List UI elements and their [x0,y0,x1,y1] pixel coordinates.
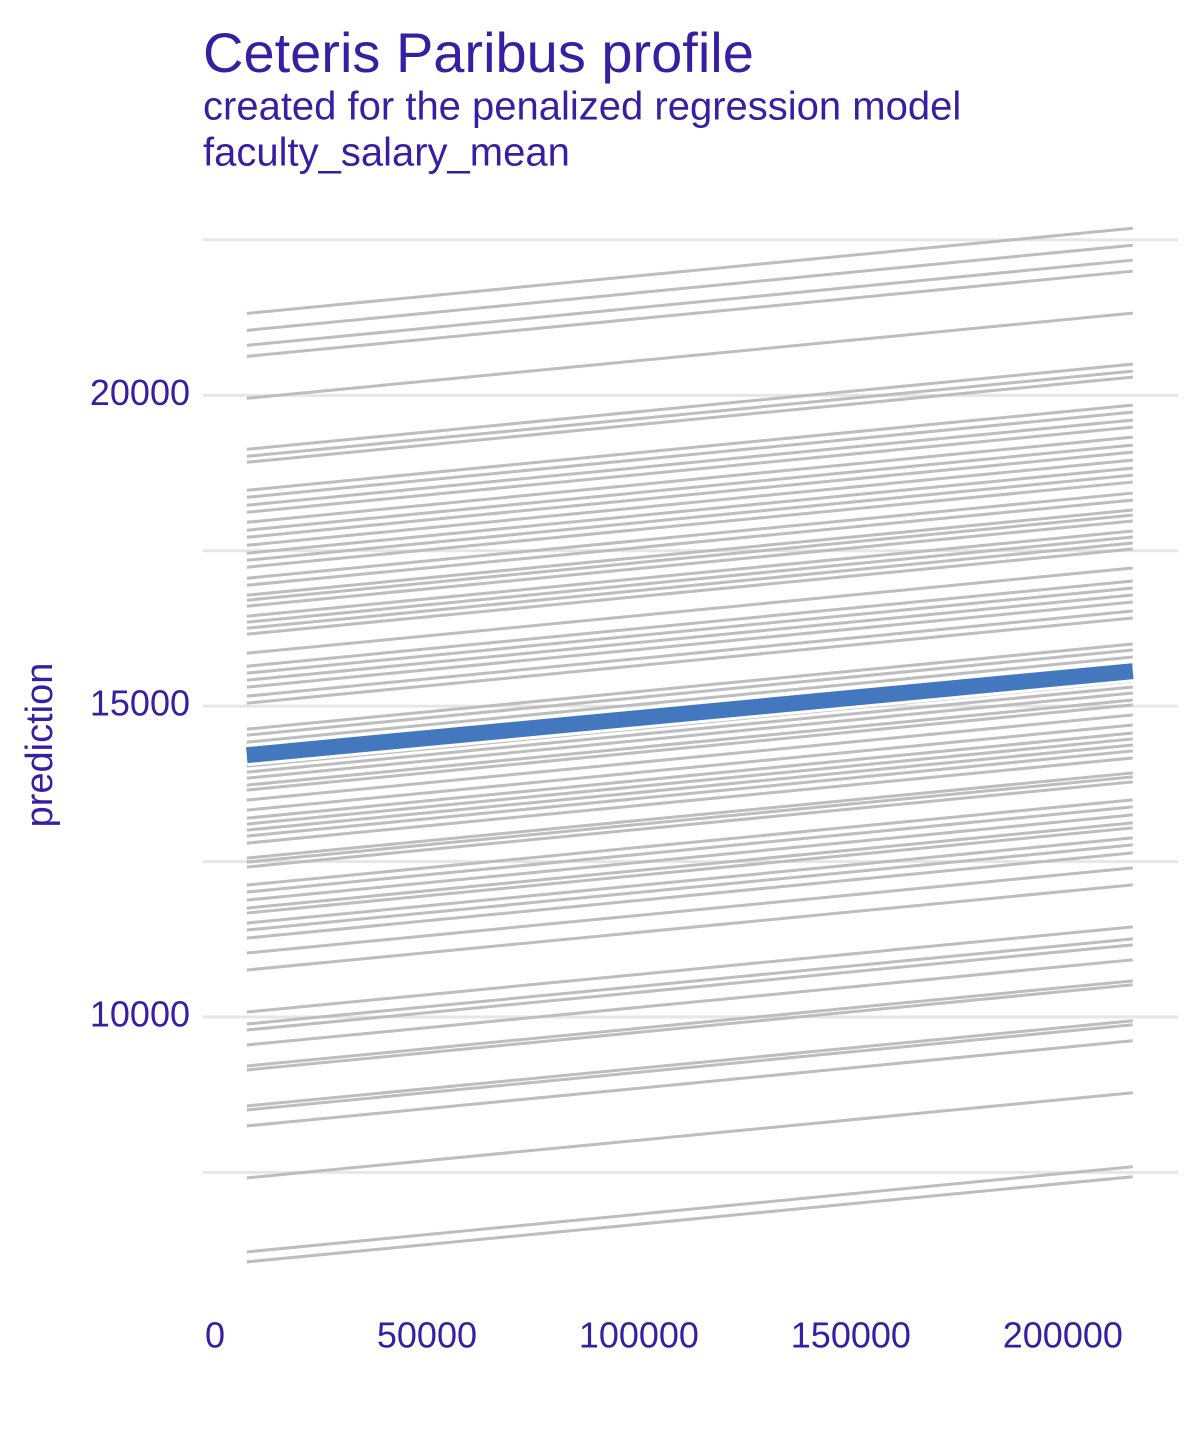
profile-line [246,685,1133,774]
profile-line [246,566,1133,655]
profile-line [246,425,1133,514]
profile-line [246,450,1133,539]
x-tick-label: 0 [205,1315,225,1356]
profile-line [246,466,1133,555]
profile-line [246,655,1133,744]
profile-line [246,1023,1133,1112]
profile-line [246,616,1133,705]
profile-line [246,491,1133,580]
profile-line [246,979,1133,1068]
profile-line [246,541,1133,630]
profile-line [246,403,1133,492]
profile-line [246,375,1133,464]
profile-line [246,642,1133,731]
profile-line [246,600,1133,689]
profile-line [246,749,1133,838]
profile-line [246,369,1133,458]
profile-line [246,1019,1133,1108]
profile-line [246,269,1133,358]
profile-line [246,983,1133,1072]
highlight-line [246,663,1134,764]
profile-line [246,883,1133,972]
profile-line [246,513,1133,602]
profile-line [246,805,1133,894]
profile-line [246,925,1133,1014]
profile-line [246,529,1133,618]
profile-line [246,691,1133,780]
profile-line [246,826,1133,915]
profile-line [246,311,1133,400]
profile-line [246,1165,1133,1254]
profile-line [246,843,1133,932]
variable-label: faculty_salary_mean [203,131,570,175]
profile-line [246,713,1133,802]
profile-line [246,226,1133,315]
profile-line [246,866,1133,955]
profile-line [246,943,1133,1032]
profile-line [246,458,1133,547]
x-tick-label: 150000 [791,1315,911,1356]
profile-line [246,362,1133,451]
profile-line [246,813,1133,902]
y-tick-label: 10000 [90,994,190,1035]
profile-line [246,780,1133,869]
profile-line [246,535,1133,624]
y-tick-label: 20000 [90,372,190,413]
profile-line [246,723,1133,812]
profile-line [246,519,1133,608]
profile-line [246,737,1133,826]
profile-line [246,508,1133,597]
profile-line [246,258,1133,347]
profile-line [246,703,1133,792]
x-tick-label: 200000 [1003,1315,1123,1356]
profile-line [246,937,1133,1026]
profile-line [246,498,1133,587]
y-axis-label: prediction [19,663,61,828]
profile-line [246,609,1133,698]
profile-line [246,756,1133,845]
y-tick-label: 15000 [90,683,190,724]
profile-line [246,579,1133,668]
profile-line [246,771,1133,860]
profile-line [246,958,1133,1047]
profile-line [246,586,1133,675]
x-tick-label: 50000 [377,1315,477,1356]
chart-title: Ceteris Paribus profile [203,21,754,84]
x-tick-label: 100000 [579,1315,699,1356]
profile-line [246,593,1133,682]
profile-line [246,1175,1133,1264]
profile-line [246,731,1133,820]
profile-line [246,410,1133,499]
profile-line [246,547,1133,636]
profile-line [246,851,1133,940]
profile-line [246,1039,1133,1128]
profile-line [246,775,1133,864]
chart-subtitle: created for the penalized regression mod… [203,85,961,129]
profile-line [246,798,1133,887]
profile-line [246,743,1133,832]
profile-line [246,836,1133,925]
profile-line [246,418,1133,507]
profile-line [246,243,1133,332]
profile-line [246,698,1133,787]
profile-line [246,821,1133,910]
profile-line [246,473,1133,562]
profile-line [246,648,1133,737]
profile-line [246,1091,1133,1180]
profile-line [246,480,1133,569]
profile-line [246,435,1133,524]
profile-line [246,443,1133,532]
